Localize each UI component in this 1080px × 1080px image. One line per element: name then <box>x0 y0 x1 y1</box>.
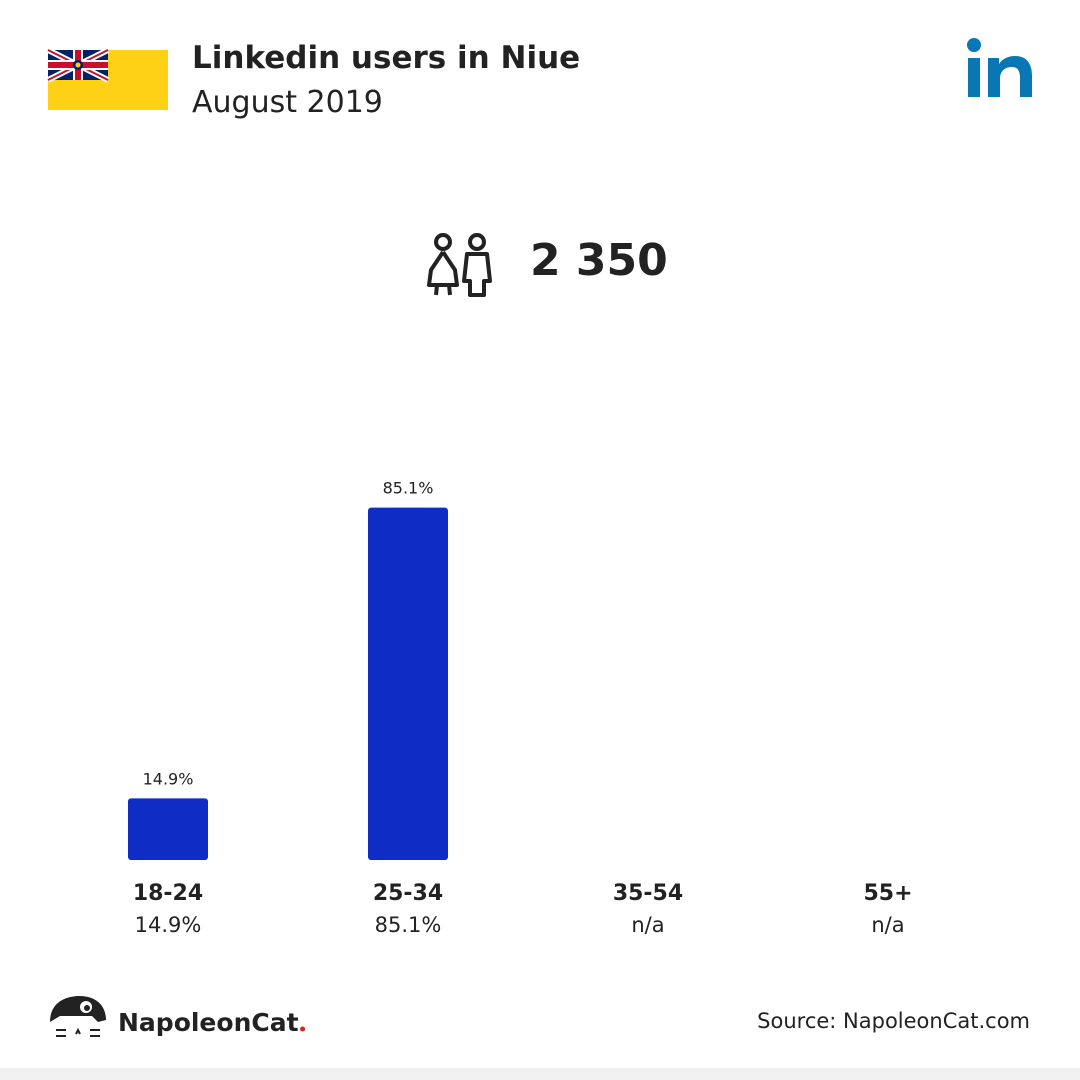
bar-value-label: 85.1% <box>383 479 434 498</box>
subtitle: August 2019 <box>192 85 383 120</box>
category-label: 55+ <box>863 881 912 906</box>
source: Source: NapoleonCat.com <box>757 1009 1030 1033</box>
category-value-label: 85.1% <box>375 913 442 937</box>
bar-value-label: 14.9% <box>143 769 194 788</box>
category-value-label: 14.9% <box>135 913 202 937</box>
footer-strip <box>0 1068 1080 1080</box>
category-value-label: n/a <box>631 913 664 937</box>
brand-logo <box>50 996 106 1037</box>
title: Linkedin users in Niue <box>192 40 580 76</box>
category-label: 18-24 <box>133 881 203 906</box>
total-users: 2 350 <box>530 235 668 286</box>
linkedin-logo <box>967 38 1032 97</box>
bar <box>128 798 208 860</box>
category-label: 25-34 <box>373 881 443 906</box>
brand-name: NapoleonCat <box>118 1008 299 1037</box>
plot: 18-24 14.9% 14.9% 25-34 85.1% 85.1% 35-54 n/a 55… <box>128 479 913 937</box>
category-value-label: n/a <box>871 913 904 937</box>
bar <box>368 507 448 860</box>
brand-dot <box>300 1026 306 1032</box>
people-icon <box>427 233 492 297</box>
category-label: 35-54 <box>613 881 683 906</box>
flag <box>46 47 168 110</box>
